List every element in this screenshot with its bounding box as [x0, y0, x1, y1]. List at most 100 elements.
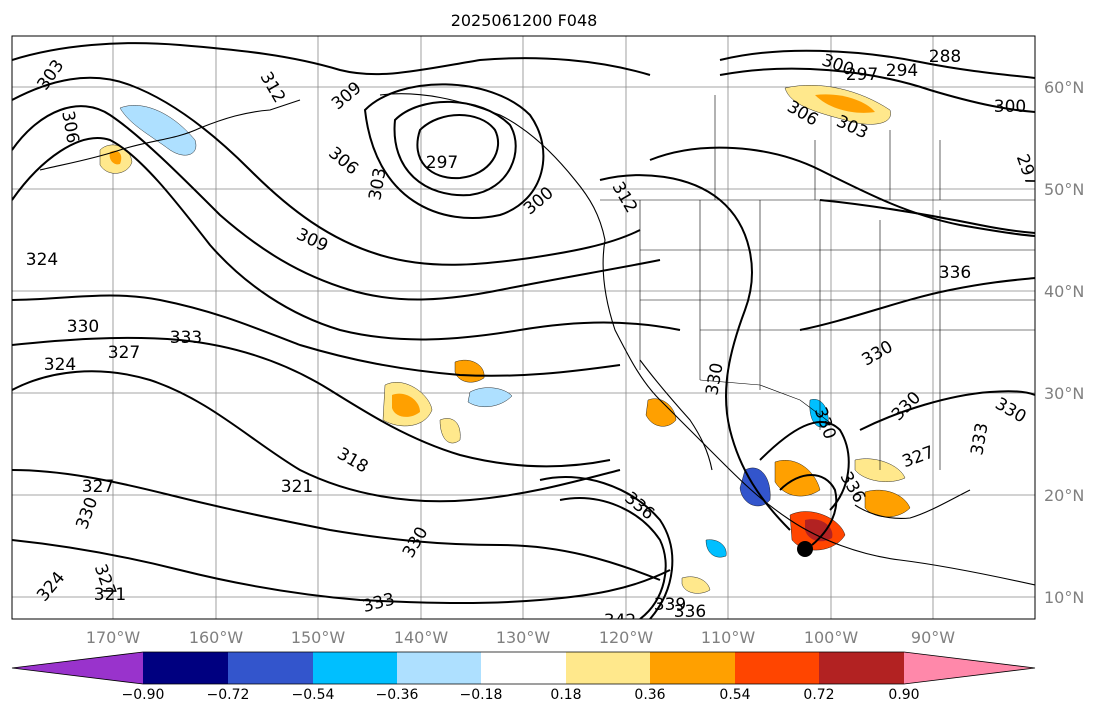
colorbar-tick-label: −0.72: [207, 687, 250, 703]
contour-line: [779, 474, 838, 546]
contour-label: 339: [654, 595, 686, 615]
lat-label: 60°N: [1044, 78, 1084, 97]
contour-line: [12, 294, 621, 377]
patch-negative: [119, 105, 197, 156]
contour-line: [859, 390, 1035, 431]
lon-label: 110°W: [701, 628, 756, 647]
contour-label: 321: [94, 585, 126, 605]
patch-positive: [854, 458, 906, 482]
contour-line: [799, 277, 1035, 331]
contour-label: 327: [82, 477, 114, 497]
lat-label: 40°N: [1044, 282, 1084, 301]
lat-label: 30°N: [1044, 384, 1084, 403]
colorbar-extend-min: [12, 652, 143, 684]
aleutian-coast: [39, 99, 301, 171]
patch-negative: [705, 539, 727, 558]
contour-line: [12, 76, 641, 266]
shaded-patches: [99, 85, 911, 594]
gulf-coast: [854, 489, 971, 519]
contour-line: [759, 420, 850, 511]
colorbar-segment: [143, 652, 228, 684]
colorbar-tick-label: 0.36: [634, 687, 665, 703]
colorbar-tick-label: 0.18: [550, 687, 581, 703]
contour-label: 324: [44, 355, 76, 375]
lat-label: 20°N: [1044, 486, 1084, 505]
colorbar-tick-label: 0.90: [888, 687, 919, 703]
patch-positive-strong: [109, 150, 122, 165]
patch-positive-strong: [392, 393, 420, 417]
colorbar-segment: [313, 652, 397, 684]
contour-label: 333: [170, 328, 202, 348]
colorbar-segment: [481, 652, 566, 684]
contour-label: 321: [281, 477, 313, 497]
contour-label: 342: [604, 611, 636, 631]
map-frame: [11, 35, 1036, 620]
colorbar-tick-label: 0.72: [803, 687, 834, 703]
colorbar-tick-label: −0.36: [376, 687, 419, 703]
lon-label: 160°W: [189, 628, 244, 647]
contour-label: 297: [846, 65, 878, 85]
patch-negative: [809, 399, 829, 428]
colorbar-tick-label: −0.18: [460, 687, 503, 703]
lon-label: 170°W: [86, 628, 141, 647]
contour-label: 297: [426, 153, 458, 173]
lon-label: 140°W: [394, 628, 449, 647]
colorbar-extend-max: [904, 652, 1035, 684]
contour-label: 336: [939, 263, 971, 283]
longitude-labels: 170°W 160°W 150°W 140°W 130°W 120°W 110°…: [86, 628, 955, 647]
contour-line: [559, 497, 667, 619]
patch-positive: [681, 576, 711, 594]
colorbar-tick-label: 0.54: [719, 687, 750, 703]
contour-line: [12, 336, 611, 468]
lat-label: 50°N: [1044, 180, 1084, 199]
contour-line: [12, 42, 651, 76]
contour-label: 327: [108, 343, 140, 363]
center-marker: [797, 541, 813, 557]
contour-label: 336: [674, 602, 706, 622]
colorbar-segment: [228, 652, 313, 684]
contour-line: [12, 137, 681, 341]
map-panel: 303 306 309 312 297 300 303 306 309 312 …: [11, 35, 1036, 631]
contour-line: [719, 67, 1035, 113]
colorbar-segment: [735, 652, 819, 684]
contour-line: [12, 469, 661, 581]
contour-line: [12, 105, 661, 301]
contour-label: 300: [994, 97, 1026, 117]
lon-label: 120°W: [599, 628, 654, 647]
contour-line: [539, 476, 674, 619]
contour-lines: [12, 42, 1035, 619]
lat-label: 10°N: [1044, 588, 1084, 607]
contour-line: [12, 370, 621, 503]
colorbar-segment: [566, 652, 650, 684]
contour-label: 288: [929, 47, 961, 67]
colorbar-tick-label: −0.90: [122, 687, 165, 703]
contour-line: [719, 49, 1035, 79]
contour-line: [649, 146, 1035, 237]
contour-line: [12, 539, 671, 605]
contour-closed-low: [363, 83, 545, 219]
patch-positive-strong: [454, 359, 485, 383]
lon-label: 130°W: [496, 628, 551, 647]
colorbar-segment: [397, 652, 481, 684]
contour-closed-low: [416, 114, 500, 180]
colorbar-segment: [819, 652, 904, 684]
colorbar-segment: [650, 652, 735, 684]
baja-coast: [639, 359, 713, 471]
contour-label: 324: [26, 250, 58, 270]
north-america-coast: [379, 93, 1035, 586]
colorbar: −0.90 −0.72 −0.54 −0.36 −0.18 0.18 0.36 …: [11, 651, 1036, 703]
contour-label: 330: [67, 317, 99, 337]
patch-positive-strong: [815, 94, 875, 113]
contour-line: [599, 174, 791, 531]
gridlines: [12, 36, 1035, 619]
patch-max-core: [805, 519, 833, 542]
patch-negative: [467, 387, 513, 407]
figure-title: 2025061200 F048: [451, 11, 598, 30]
contour-label: 294: [886, 61, 918, 81]
lon-label: 100°W: [804, 628, 859, 647]
patch-positive: [439, 418, 461, 444]
colorbar-outline: [11, 651, 1036, 685]
state-borders: [639, 200, 1035, 470]
lon-label: 150°W: [291, 628, 346, 647]
